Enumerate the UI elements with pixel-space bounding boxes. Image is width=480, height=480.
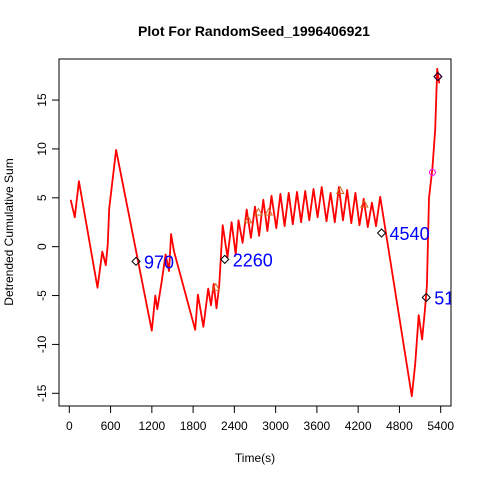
y-tick-label: -15 — [35, 384, 49, 402]
series-line — [69, 67, 441, 398]
annotations-layer: 970 2260 4540 5190 — [144, 224, 474, 309]
y-tick-label: -10 — [35, 335, 49, 353]
x-axis-label: Time(s) — [235, 451, 275, 465]
marker-triangle — [254, 207, 263, 216]
y-tick-label: 10 — [35, 142, 49, 156]
marker-triangle — [360, 199, 369, 208]
y-axis: -15 -10 -5 0 5 10 15 — [35, 93, 60, 402]
marker-diamond — [376, 228, 387, 238]
y-axis-label: Detrended Cumulative Sum — [2, 158, 16, 305]
x-tick-label: 600 — [101, 419, 121, 433]
x-tick-label: 1800 — [180, 419, 207, 433]
marker-diamond — [433, 71, 443, 82]
x-tick-label: 5400 — [427, 419, 454, 433]
x-tick-label: 3600 — [304, 419, 331, 433]
y-tick-label: -5 — [35, 290, 49, 301]
marker-circle — [428, 168, 436, 176]
annotation-label: 2260 — [233, 250, 273, 270]
x-tick-label: 3000 — [262, 419, 289, 433]
markers-layer — [131, 71, 443, 303]
series-layer — [69, 67, 441, 398]
x-tick-label: 0 — [66, 419, 73, 433]
marker-diamond — [220, 254, 230, 265]
x-axis: 0 600 1200 1800 2400 3000 3600 4200 4800 5400 — [66, 405, 454, 433]
marker-diamond — [421, 292, 431, 303]
chart-title: Plot For RandomSeed_1996406921 — [138, 23, 370, 39]
marker-triangle — [211, 282, 221, 291]
marker-diamond — [131, 256, 141, 267]
y-tick-label: 15 — [35, 93, 49, 107]
annotation-label: 970 — [144, 252, 174, 272]
y-tick-label: 5 — [35, 194, 49, 201]
marker-triangle — [264, 207, 274, 216]
x-tick-label: 2400 — [221, 419, 248, 433]
marker-triangle — [243, 215, 253, 224]
y-tick-label: 0 — [35, 243, 49, 250]
x-tick-label: 1200 — [138, 419, 165, 433]
annotation-label: 5190 — [434, 289, 474, 309]
x-tick-label: 4800 — [386, 419, 413, 433]
marker-circle — [434, 73, 442, 81]
x-tick-label: 4200 — [345, 419, 372, 433]
annotation-label: 4540 — [390, 224, 430, 244]
marker-triangle — [335, 185, 345, 194]
